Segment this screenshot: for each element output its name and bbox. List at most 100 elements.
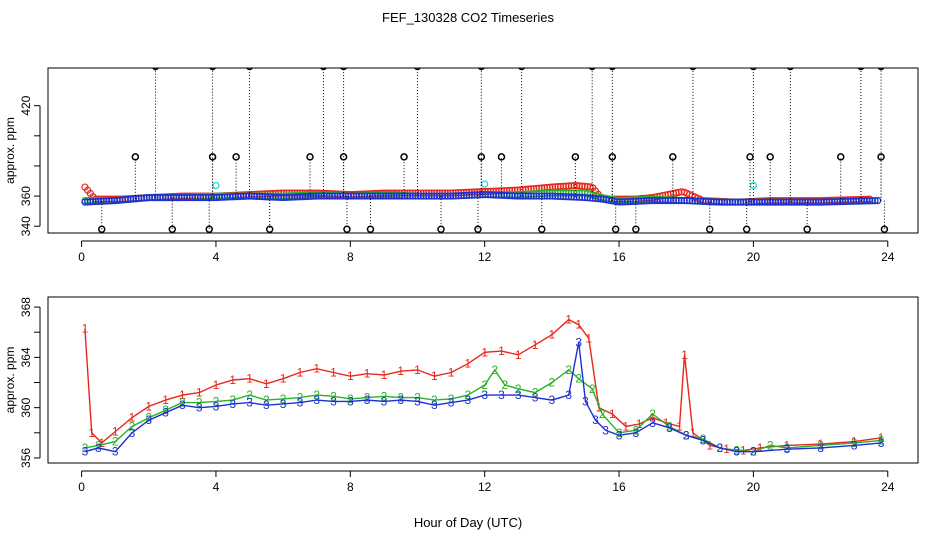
data-point	[726, 198, 734, 206]
series-marker-label: 3	[750, 445, 757, 459]
data-point	[524, 192, 532, 200]
data-point	[790, 198, 798, 206]
data-point	[366, 192, 374, 200]
series-marker-label: 2	[700, 432, 707, 446]
data-point	[223, 193, 231, 201]
data-point	[419, 192, 428, 200]
series-marker-label: 3	[700, 433, 707, 447]
data-point	[567, 193, 575, 201]
spike-point	[877, 68, 885, 71]
data-point	[89, 198, 97, 206]
series-marker-label: 2	[767, 438, 774, 452]
spike-point	[742, 225, 751, 233]
data-point	[857, 197, 866, 205]
series-marker-label: 3	[330, 394, 337, 408]
data-point	[565, 182, 573, 190]
data-point	[221, 193, 229, 201]
series-marker-label: 1	[162, 393, 169, 407]
spike-point	[836, 153, 845, 161]
series-marker-label: 2	[364, 391, 371, 405]
data-point	[503, 191, 511, 200]
data-point	[368, 192, 377, 200]
data-point	[688, 197, 696, 205]
data-point	[342, 192, 350, 200]
data-point	[218, 193, 226, 201]
data-point	[556, 192, 565, 201]
spike-point	[339, 153, 348, 161]
series-marker-label: 3	[575, 335, 582, 349]
data-point	[624, 198, 632, 206]
series-marker-label: 3	[549, 393, 556, 407]
data-point	[317, 192, 326, 200]
data-point	[277, 193, 285, 202]
data-point	[841, 197, 850, 206]
spike-point	[320, 68, 327, 71]
data-point	[352, 192, 360, 200]
data-point	[452, 192, 460, 200]
spike-point	[414, 68, 421, 71]
series-marker-label: 2	[431, 393, 438, 407]
data-point	[659, 197, 667, 205]
series-marker-label: 3	[112, 445, 119, 459]
data-point	[782, 198, 790, 206]
data-point	[250, 192, 258, 200]
data-point	[422, 192, 430, 200]
series-marker-label: 2	[448, 392, 455, 406]
data-point	[266, 193, 274, 201]
data-point	[817, 198, 825, 206]
data-point	[398, 192, 406, 200]
series-marker-label: 3	[683, 428, 690, 442]
data-point	[562, 193, 570, 201]
data-point	[100, 197, 108, 205]
series-marker-label: 1	[681, 348, 688, 362]
y-tick-label: 364	[19, 347, 33, 367]
data-point	[409, 192, 417, 200]
data-point	[505, 192, 514, 200]
series-marker-label: 3	[162, 406, 169, 420]
x-tick-label: 0	[78, 480, 85, 494]
data-point	[231, 193, 240, 201]
data-point	[304, 192, 312, 201]
data-point	[774, 198, 782, 206]
series-marker-label: 1	[649, 411, 656, 425]
data-point	[194, 193, 202, 202]
spike-point	[705, 225, 714, 233]
data-point	[108, 197, 116, 205]
data-point	[229, 193, 237, 201]
data-point	[172, 193, 180, 202]
data-point	[307, 192, 315, 200]
data-point	[616, 198, 624, 206]
data-point	[691, 197, 699, 205]
series-marker-label: 2	[414, 391, 421, 405]
data-point	[213, 193, 221, 202]
series-marker-label: 3	[817, 441, 824, 455]
data-point	[331, 192, 339, 200]
series-marker-label: 3	[95, 441, 102, 455]
data-point	[575, 193, 584, 201]
data-point	[675, 188, 683, 196]
spike-point	[306, 153, 314, 161]
data-point	[653, 197, 661, 205]
series-line	[84, 342, 882, 453]
x-tick-label: 8	[347, 480, 354, 494]
plot-area	[81, 68, 889, 233]
data-point	[516, 192, 524, 200]
series-marker-label: 1	[515, 348, 522, 362]
data-point	[355, 192, 363, 200]
spike-point	[857, 68, 865, 71]
spike-point	[588, 68, 596, 71]
spike-point	[208, 153, 217, 161]
data-point	[793, 198, 801, 206]
data-point	[833, 198, 841, 206]
data-point	[771, 198, 780, 206]
data-point	[642, 197, 651, 205]
spike-point	[746, 153, 754, 161]
data-point	[777, 198, 785, 206]
data-point	[750, 198, 758, 206]
series-marker-label: 3	[297, 396, 304, 410]
data-point	[285, 193, 293, 201]
spike-point	[340, 68, 348, 71]
series-marker-label: 2	[330, 389, 337, 403]
x-tick-label: 20	[747, 250, 761, 264]
data-point	[161, 193, 170, 202]
